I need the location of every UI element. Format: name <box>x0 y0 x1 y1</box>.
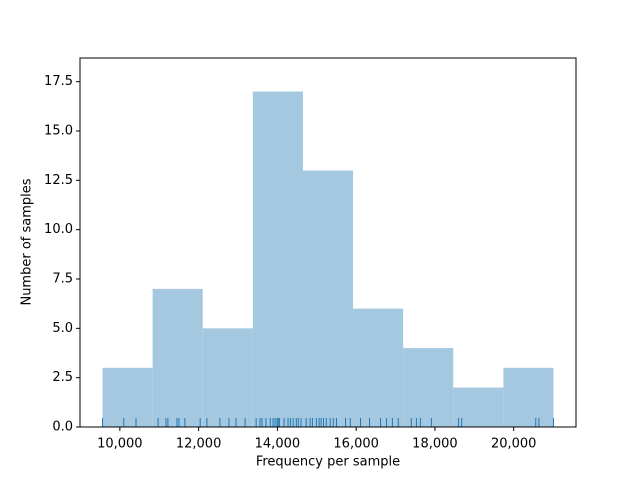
x-tick-label: 18,000 <box>412 437 458 452</box>
y-tick-label: 10.0 <box>44 222 73 237</box>
bar <box>102 367 153 427</box>
x-tick-label: 10,000 <box>97 437 143 452</box>
y-tick-label: 7.5 <box>52 272 73 287</box>
x-tick-label: 12,000 <box>176 437 222 452</box>
x-tick-label: 20,000 <box>491 437 537 452</box>
bar <box>202 328 253 427</box>
x-tick-label: 16,000 <box>333 437 379 452</box>
plot-area <box>102 91 554 427</box>
y-tick-label: 12.5 <box>44 173 73 188</box>
y-tick-label: 17.5 <box>44 74 73 89</box>
bar <box>453 387 504 427</box>
bar <box>152 288 203 427</box>
x-tick-label: 14,000 <box>255 437 301 452</box>
bar <box>503 367 554 427</box>
y-axis-label: Number of samples <box>20 178 35 305</box>
y-tick-label: 15.0 <box>44 124 73 139</box>
bar <box>302 170 354 427</box>
x-axis-label: Frequency per sample <box>256 455 400 470</box>
bar <box>353 308 404 427</box>
bar <box>403 348 454 427</box>
y-tick-label: 5.0 <box>52 321 73 336</box>
y-tick-label: 0.0 <box>52 420 73 435</box>
bar <box>252 91 303 427</box>
axes-frame <box>79 57 577 428</box>
y-tick-label: 2.5 <box>52 370 73 385</box>
